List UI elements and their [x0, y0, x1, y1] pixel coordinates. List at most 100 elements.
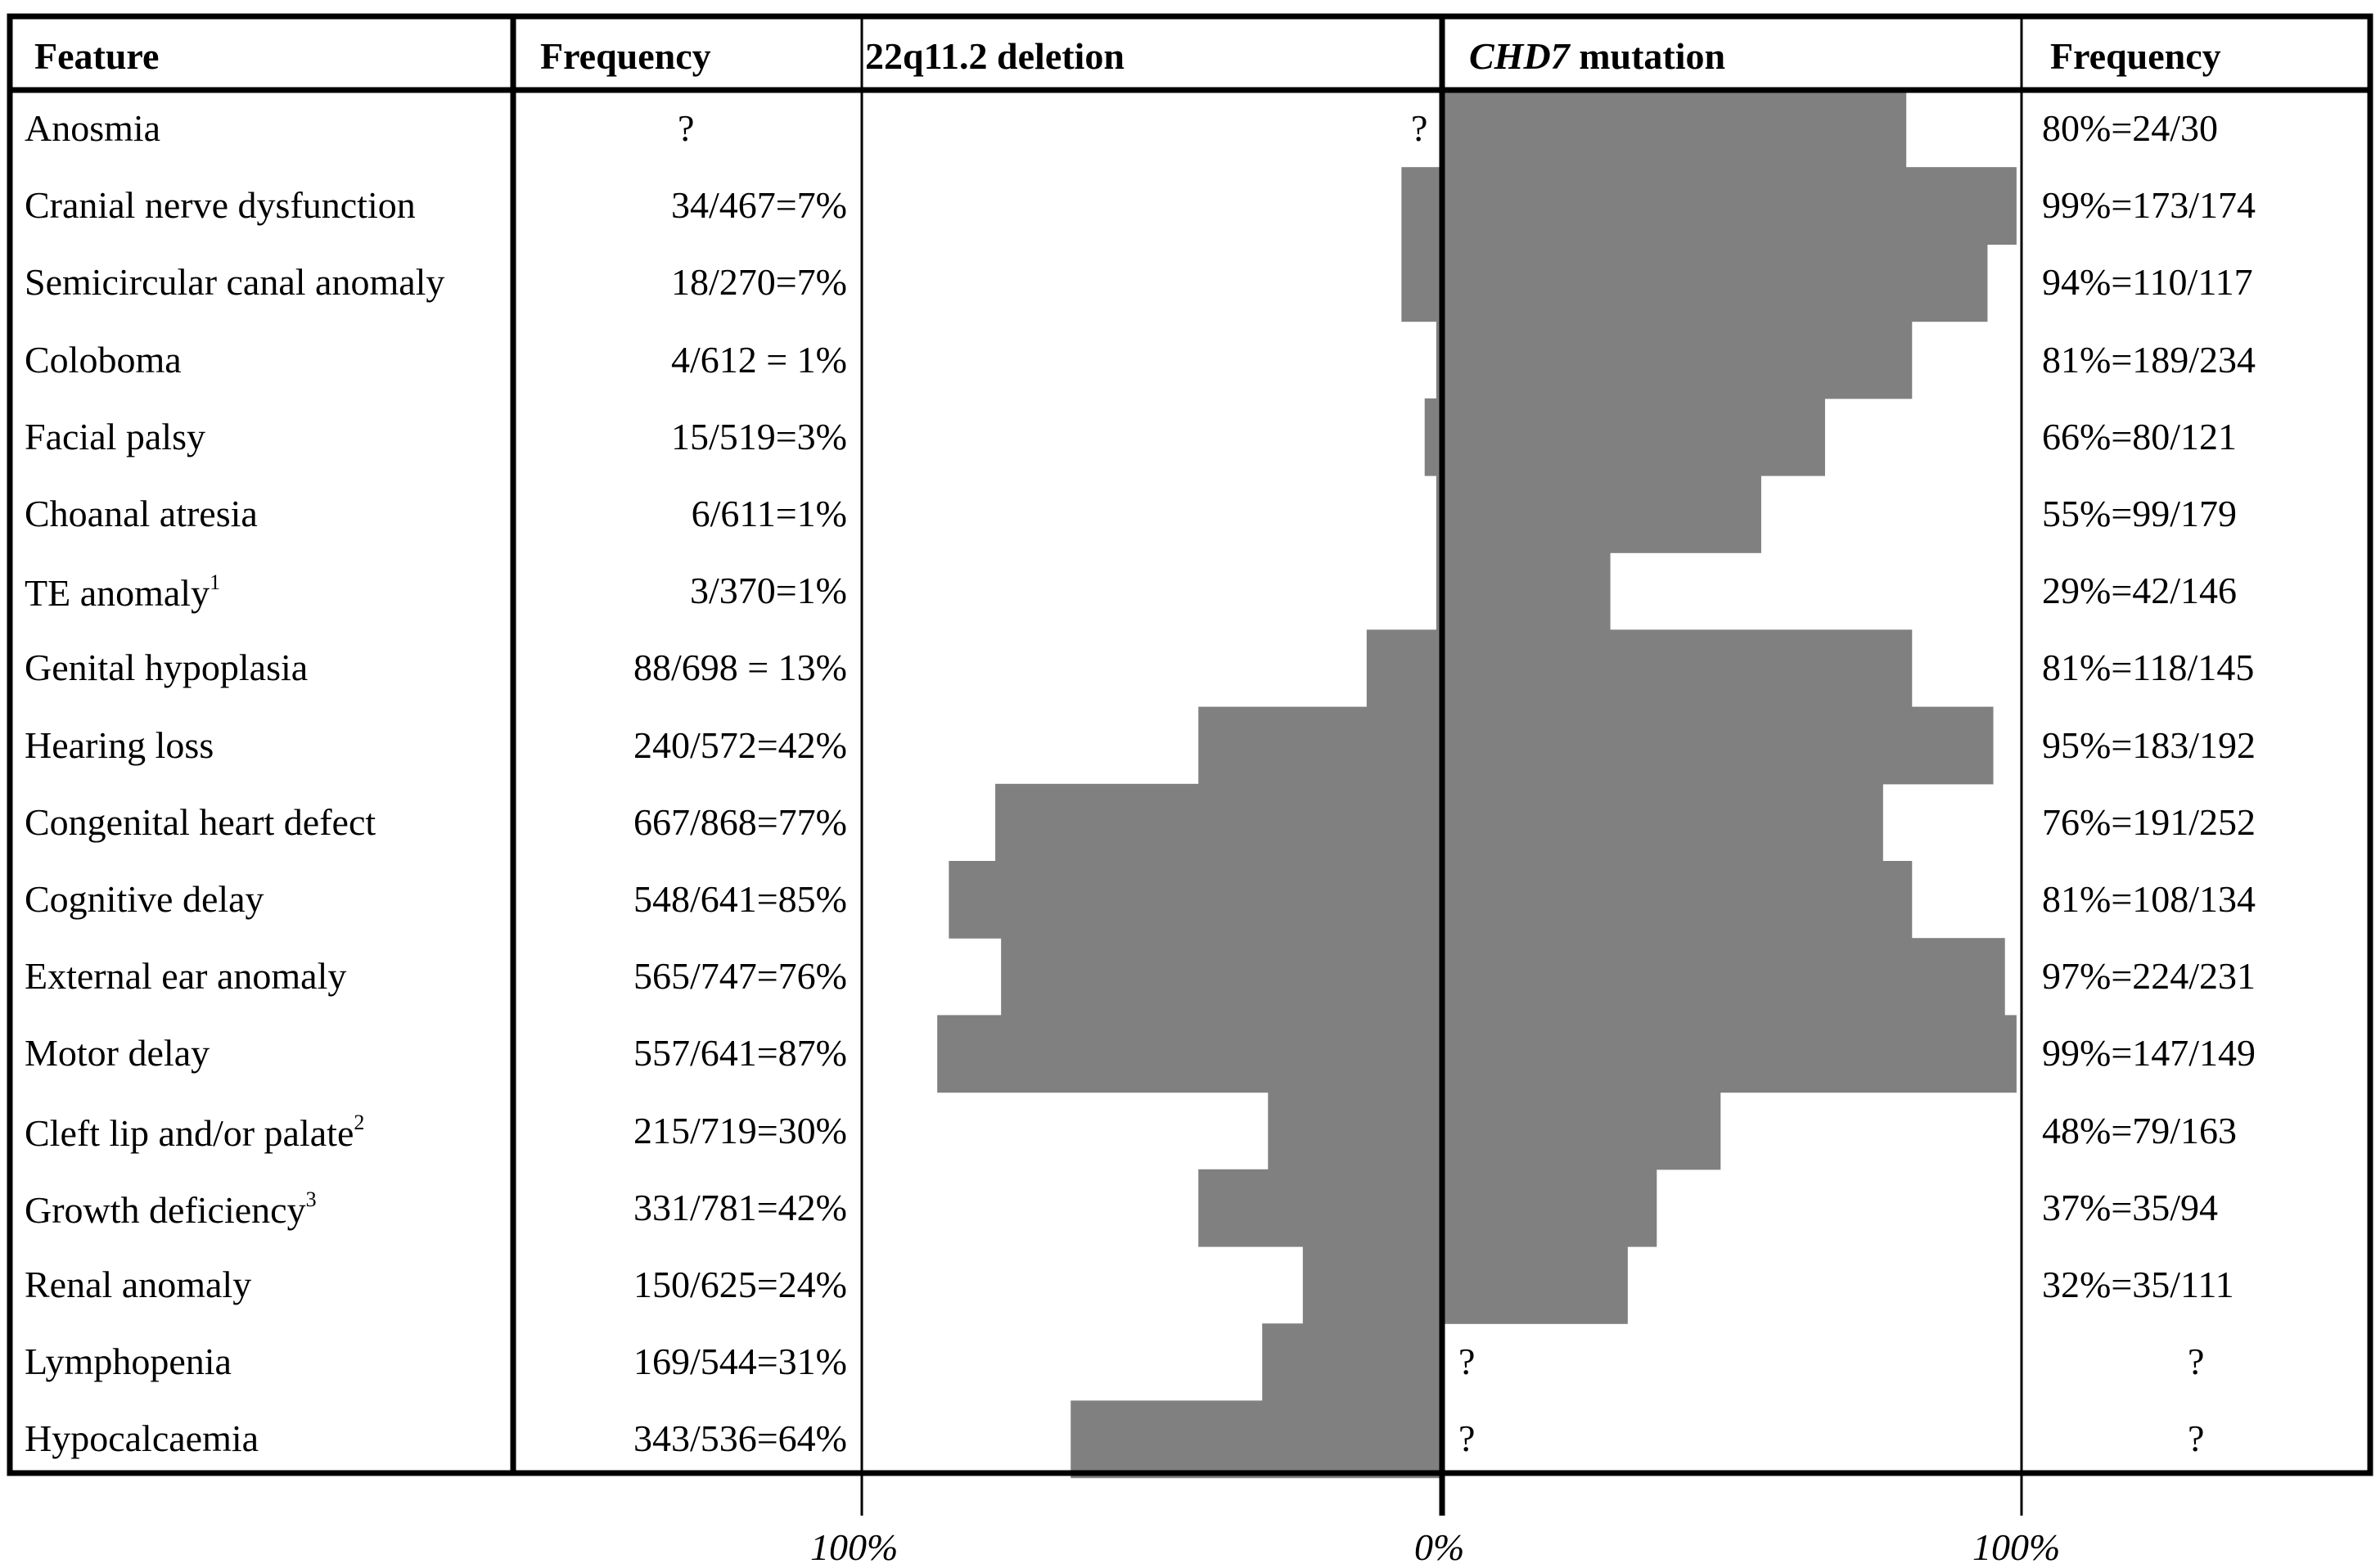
- right-frequency-9: 76%=191/252: [2042, 800, 2256, 843]
- bar-22q11-13: [1268, 1092, 1442, 1170]
- bar-chd7-2: [1442, 244, 1988, 322]
- bar-22q11-10: [949, 861, 1442, 939]
- left-frequency-2: 18/270=7%: [670, 261, 847, 304]
- axis-label-zero: 0%: [1414, 1526, 1465, 1568]
- feature-label-4: Facial palsy: [25, 415, 205, 457]
- right-frequency-13: 48%=79/163: [2042, 1109, 2238, 1151]
- feature-label-5: Choanal atresia: [25, 493, 258, 534]
- right-frequency-6: 29%=42/146: [2042, 570, 2238, 612]
- left-frequency-3: 4/612 = 1%: [670, 338, 847, 381]
- feature-footnote-13: 2: [354, 1110, 365, 1134]
- feature-footnote-14: 3: [305, 1187, 317, 1211]
- feature-label-9: Congenital heart defect: [25, 800, 376, 843]
- right-frequency-12: 99%=147/149: [2042, 1032, 2256, 1075]
- bar-22q11-14: [1198, 1169, 1442, 1247]
- right-frequency-16: ?: [2188, 1340, 2205, 1383]
- left-frequency-6: 3/370=1%: [689, 570, 847, 612]
- left-frequency-13: 215/719=30%: [633, 1109, 847, 1151]
- bar-22q11-2: [1401, 244, 1442, 322]
- feature-label-12: Motor delay: [25, 1032, 210, 1075]
- right-frequency-1: 99%=173/174: [2042, 184, 2256, 227]
- bar-chd7-14: [1442, 1169, 1657, 1247]
- left-frequency-11: 565/747=76%: [633, 955, 847, 998]
- bar-22q11-1: [1401, 167, 1442, 245]
- header-chd7-gene: CHD7: [1469, 35, 1570, 77]
- bar-chd7-5: [1442, 475, 1761, 553]
- bar-chd7-13: [1442, 1092, 1721, 1170]
- left-frequency-15: 150/625=24%: [633, 1264, 847, 1305]
- left-frequency-14: 331/781=42%: [633, 1186, 847, 1228]
- bar-chd7-8: [1442, 706, 1994, 785]
- feature-label-2: Semicircular canal anomaly: [25, 261, 445, 304]
- left-frequency-9: 667/868=77%: [633, 800, 847, 843]
- header-right-frequency: Frequency: [2050, 35, 2221, 77]
- right-frequency-11: 97%=224/231: [2042, 955, 2256, 998]
- feature-label-16: Lymphopenia: [25, 1340, 232, 1383]
- bar-chd7-4: [1442, 398, 1825, 476]
- table-frame: [7, 13, 2373, 1476]
- axis-label-right-100: 100%: [1972, 1526, 2061, 1568]
- header-left-frequency: Frequency: [540, 35, 711, 77]
- bar-22q11-17: [1071, 1400, 1442, 1479]
- bar-chd7-12: [1442, 1015, 2017, 1093]
- left-frequency-12: 557/641=87%: [633, 1032, 847, 1075]
- left-frequency-1: 34/467=7%: [670, 184, 847, 227]
- bar-chd7-0: [1442, 90, 1907, 168]
- feature-label-10: Cognitive delay: [25, 878, 264, 920]
- right-frequency-8: 95%=183/192: [2042, 723, 2256, 766]
- right-frequency-4: 66%=80/121: [2042, 415, 2238, 457]
- right-frequency-17: ?: [2188, 1417, 2205, 1460]
- bar-22q11-4: [1424, 398, 1442, 476]
- bar-chd7-3: [1442, 321, 1913, 399]
- bar-22q11-8: [1198, 706, 1442, 785]
- bar-chd7-15: [1442, 1246, 1628, 1324]
- right-frequency-5: 55%=99/179: [2042, 493, 2238, 534]
- bar-22q11-12: [937, 1015, 1442, 1093]
- right-unknown-marker-17: ?: [1458, 1417, 1476, 1460]
- header-chd7-suffix: mutation: [1569, 35, 1726, 77]
- bar-22q11-3: [1436, 321, 1442, 399]
- feature-label-7: Genital hypoplasia: [25, 647, 309, 689]
- bar-chd7-1: [1442, 167, 2017, 245]
- bar-22q11-15: [1302, 1246, 1442, 1324]
- feature-label-14: Growth deficiency3: [25, 1187, 317, 1231]
- feature-label-17: Hypocalcaemia: [25, 1417, 259, 1460]
- bar-22q11-7: [1366, 629, 1442, 708]
- feature-label-1: Cranial nerve dysfunction: [25, 184, 416, 227]
- feature-label-13: Cleft lip and/or palate2: [25, 1110, 365, 1154]
- feature-label-0: Anosmia: [25, 107, 161, 149]
- left-frequency-0: ?: [678, 107, 695, 149]
- feature-label-3: Coloboma: [25, 338, 182, 381]
- bar-chd7-10: [1442, 861, 1913, 939]
- left-frequency-10: 548/641=85%: [633, 878, 847, 920]
- left-frequency-16: 169/544=31%: [633, 1340, 847, 1383]
- bar-chd7-11: [1442, 938, 2005, 1016]
- bar-22q11-11: [1001, 938, 1442, 1016]
- right-frequency-3: 81%=189/234: [2042, 338, 2256, 381]
- bar-chd7-7: [1442, 629, 1913, 708]
- header-chd7-mutation: CHD7 mutation: [1469, 38, 1725, 75]
- left-frequency-8: 240/572=42%: [633, 723, 847, 766]
- left-frequency-17: 343/536=64%: [633, 1417, 847, 1460]
- right-frequency-15: 32%=35/111: [2042, 1264, 2234, 1305]
- axis-label-left-100: 100%: [810, 1526, 899, 1568]
- header-feature: Feature: [34, 35, 160, 77]
- bar-chd7-9: [1442, 783, 1883, 862]
- bar-22q11-16: [1262, 1323, 1442, 1401]
- header-22q11-deletion: 22q11.2 deletion: [865, 35, 1125, 77]
- left-unknown-marker-0: ?: [1411, 107, 1428, 149]
- bar-22q11-5: [1436, 475, 1442, 553]
- bar-22q11-9: [995, 783, 1442, 862]
- left-frequency-4: 15/519=3%: [670, 415, 847, 457]
- bar-chd7-6: [1442, 552, 1611, 630]
- feature-label-6: TE anomaly1: [25, 570, 221, 615]
- bar-22q11-6: [1436, 552, 1442, 630]
- feature-label-8: Hearing loss: [25, 723, 214, 766]
- right-frequency-7: 81%=118/145: [2042, 647, 2255, 689]
- feature-footnote-6: 1: [210, 570, 221, 595]
- feature-label-11: External ear anomaly: [25, 955, 347, 998]
- left-frequency-7: 88/698 = 13%: [633, 647, 847, 689]
- feature-label-15: Renal anomaly: [25, 1264, 252, 1305]
